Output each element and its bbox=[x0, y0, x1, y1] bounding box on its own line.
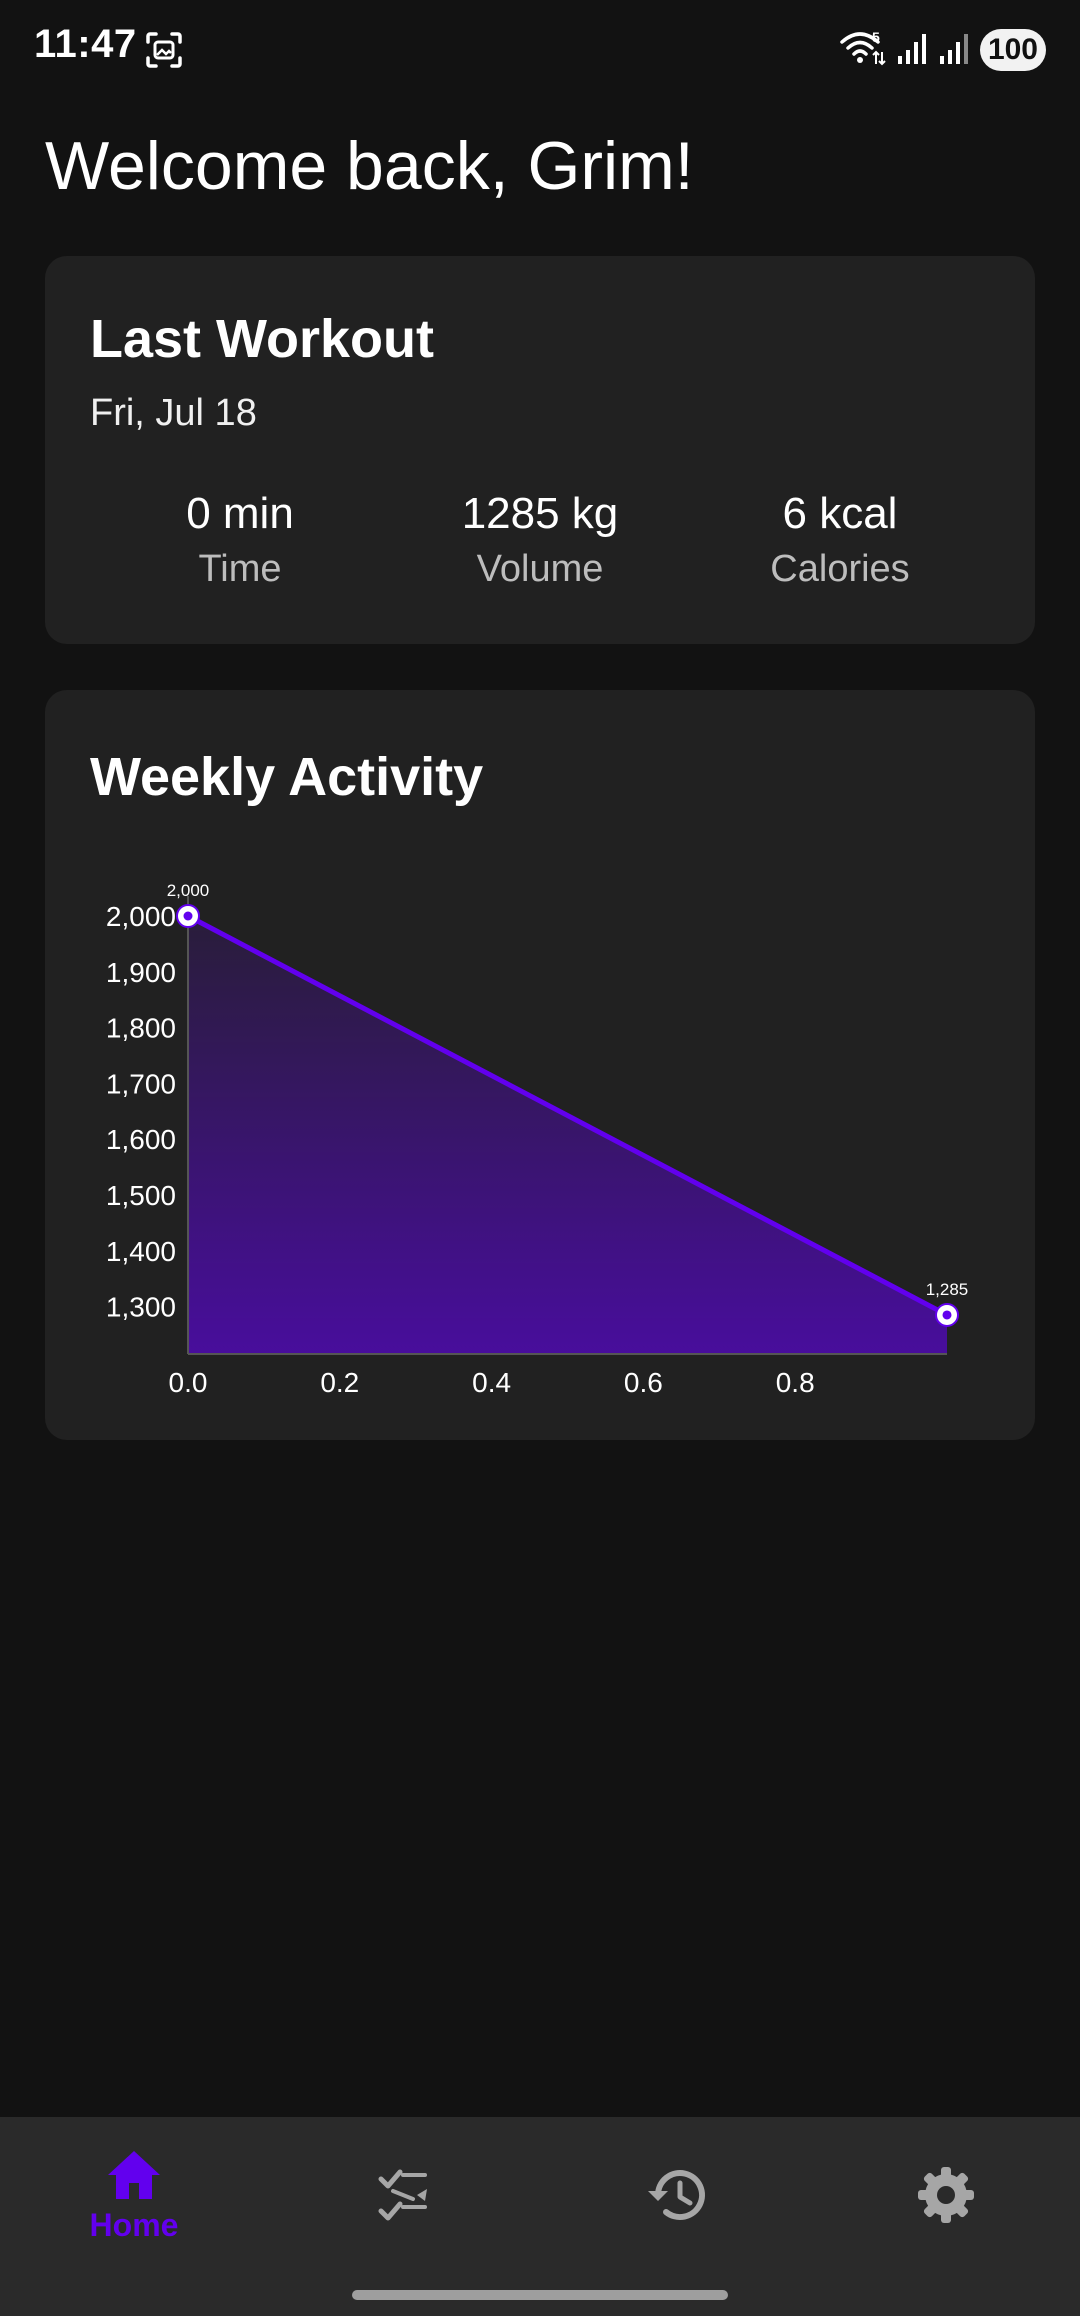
signal-icon bbox=[938, 30, 970, 71]
status-time: 11:47 bbox=[34, 22, 137, 66]
weekly-activity-chart: 2,000 1,900 1,800 1,700 1,600 1,500 1,400 1,300… bbox=[106, 881, 969, 1398]
x-tick-label: 0.6 bbox=[624, 1367, 663, 1398]
chart-point-center bbox=[183, 911, 193, 921]
status-icons: 5 100 bbox=[838, 28, 1046, 72]
welcome-heading: Welcome back, Grim! bbox=[45, 128, 694, 204]
signal-icon bbox=[896, 30, 928, 71]
nav-history[interactable] bbox=[606, 2147, 746, 2267]
settings-icon bbox=[916, 2165, 976, 2225]
nav-home-label: Home bbox=[89, 2207, 179, 2243]
x-tick-label: 0.8 bbox=[776, 1367, 815, 1398]
chart-point-center bbox=[942, 1310, 952, 1320]
nav-workouts[interactable] bbox=[335, 2147, 475, 2267]
nav-home[interactable]: Home bbox=[64, 2147, 204, 2267]
data-label: 1,285 bbox=[926, 1280, 969, 1299]
x-tick-label: 0.2 bbox=[320, 1367, 359, 1398]
chart-series-line bbox=[186, 913, 949, 1318]
wifi-icon: 5 bbox=[838, 28, 886, 73]
battery-icon: 100 bbox=[979, 29, 1046, 71]
data-label: 2,000 bbox=[167, 881, 210, 900]
weekly-activity-title: Weekly Activity bbox=[90, 747, 484, 807]
last-workout-card[interactable]: Last Workout Fri, Jul 18 0 min Time 1285… bbox=[45, 256, 1035, 644]
y-tick-label: 1,600 bbox=[106, 1124, 176, 1155]
stat-label: Time bbox=[198, 548, 282, 590]
chart-area bbox=[188, 916, 947, 1354]
stat-calories: 6 kcal Calories bbox=[690, 488, 1035, 598]
y-tick-label: 1,700 bbox=[106, 1068, 176, 1099]
y-tick-label: 1,400 bbox=[106, 1236, 176, 1267]
stat-value: 6 kcal bbox=[782, 489, 898, 538]
x-tick-label: 0.4 bbox=[472, 1367, 511, 1398]
svg-text:5: 5 bbox=[872, 29, 880, 45]
y-tick-label: 1,800 bbox=[106, 1013, 176, 1044]
workout-stats: 0 min Time 1285 kg Volume 6 kcal Calorie… bbox=[45, 488, 1035, 598]
history-icon bbox=[644, 2165, 708, 2225]
y-tick-label: 1,500 bbox=[106, 1180, 176, 1211]
stat-value: 0 min bbox=[186, 489, 294, 538]
stat-time: 0 min Time bbox=[45, 488, 390, 598]
bottom-navigation: Home bbox=[0, 2117, 1080, 2316]
last-workout-date: Fri, Jul 18 bbox=[90, 392, 257, 434]
stat-volume: 1285 kg Volume bbox=[390, 488, 690, 598]
y-tick-label: 2,000 bbox=[106, 901, 176, 932]
last-workout-title: Last Workout bbox=[90, 309, 435, 369]
y-tick-label: 1,900 bbox=[106, 957, 176, 988]
home-icon bbox=[104, 2147, 164, 2203]
workouts-icon bbox=[377, 2165, 433, 2225]
y-tick-label: 1,300 bbox=[106, 1292, 176, 1323]
nav-settings[interactable] bbox=[876, 2147, 1016, 2267]
home-indicator[interactable] bbox=[352, 2290, 728, 2300]
stat-value: 1285 kg bbox=[461, 489, 619, 538]
status-bar: 11:47 5 bbox=[0, 0, 1080, 100]
x-tick-label: 0.0 bbox=[169, 1367, 208, 1398]
screenshot-icon bbox=[144, 30, 184, 70]
weekly-activity-card: Weekly Activity 2,000 1,900 1,800 1,700 1,60… bbox=[45, 690, 1035, 1440]
stat-label: Volume bbox=[476, 548, 604, 590]
stat-label: Calories bbox=[770, 548, 910, 590]
